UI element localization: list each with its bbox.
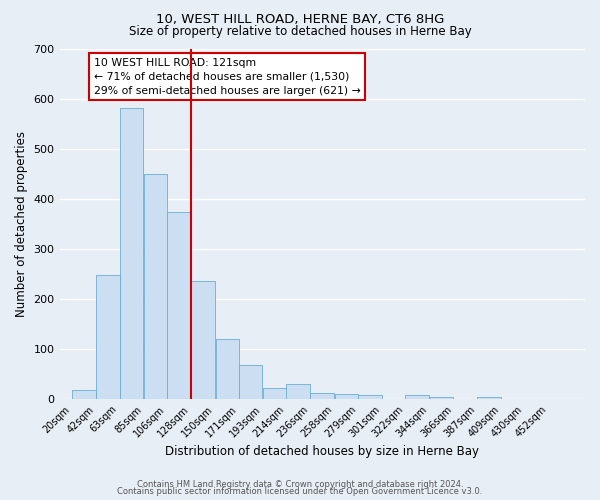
Text: Contains HM Land Registry data © Crown copyright and database right 2024.: Contains HM Land Registry data © Crown c… [137, 480, 463, 489]
Text: 10, WEST HILL ROAD, HERNE BAY, CT6 8HG: 10, WEST HILL ROAD, HERNE BAY, CT6 8HG [156, 12, 444, 26]
Bar [406, 395, 429, 399]
Text: Size of property relative to detached houses in Herne Bay: Size of property relative to detached ho… [128, 25, 472, 38]
Bar [119, 108, 143, 399]
Bar [286, 384, 310, 399]
Bar [310, 392, 334, 399]
Bar [72, 390, 95, 399]
Bar [477, 396, 501, 399]
Bar [144, 174, 167, 399]
Y-axis label: Number of detached properties: Number of detached properties [15, 131, 28, 317]
X-axis label: Distribution of detached houses by size in Herne Bay: Distribution of detached houses by size … [165, 444, 479, 458]
Bar [167, 212, 191, 399]
Text: Contains public sector information licensed under the Open Government Licence v3: Contains public sector information licen… [118, 488, 482, 496]
Bar [335, 394, 358, 399]
Bar [430, 396, 453, 399]
Text: 10 WEST HILL ROAD: 121sqm
← 71% of detached houses are smaller (1,530)
29% of se: 10 WEST HILL ROAD: 121sqm ← 71% of detac… [94, 58, 361, 96]
Bar [191, 280, 215, 399]
Bar [263, 388, 287, 399]
Bar [97, 275, 120, 399]
Bar [215, 339, 239, 399]
Bar [239, 365, 262, 399]
Bar [358, 395, 382, 399]
